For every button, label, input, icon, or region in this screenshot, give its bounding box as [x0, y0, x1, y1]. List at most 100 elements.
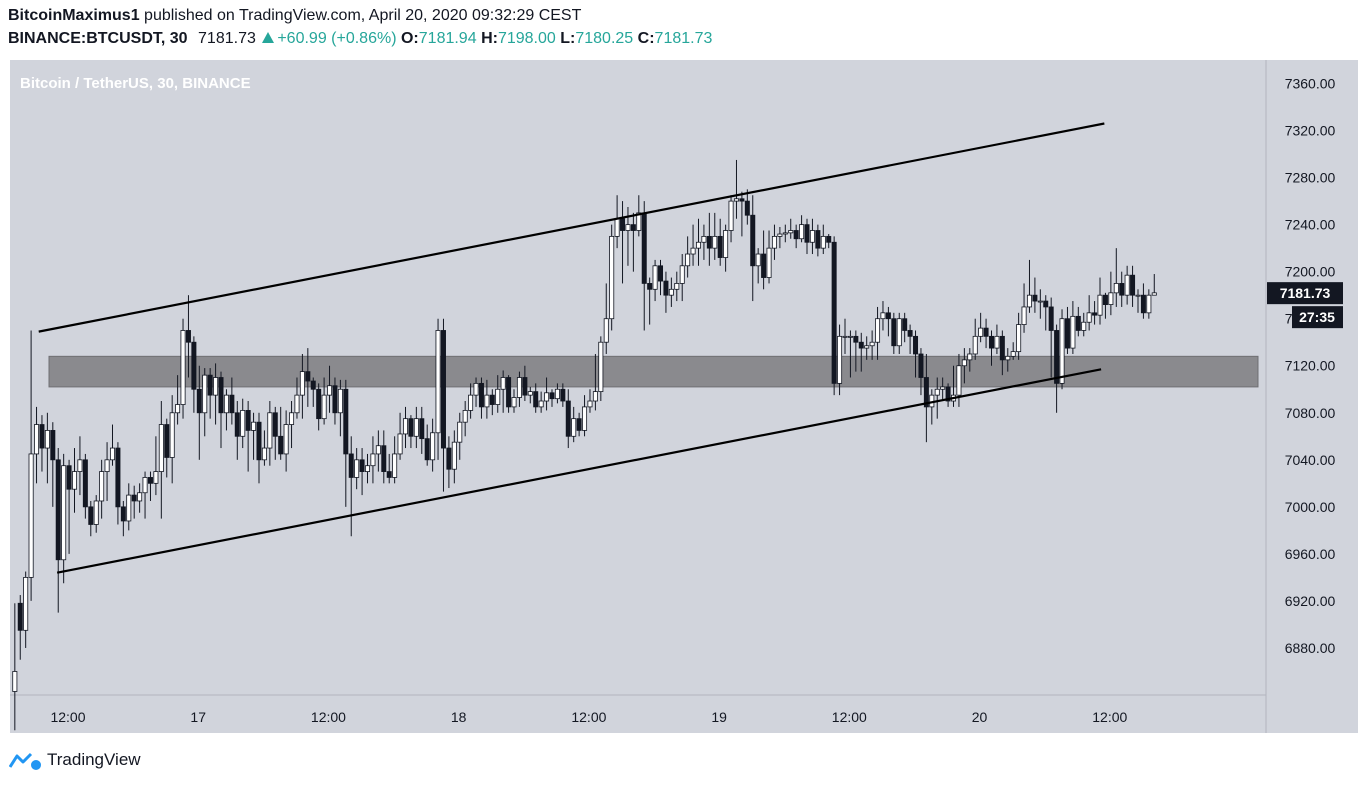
- candle-body: [169, 412, 175, 458]
- candle-body: [999, 335, 1005, 361]
- candle-body: [728, 200, 734, 231]
- candle-body: [815, 230, 821, 249]
- y-tick-label: 6880.00: [1285, 640, 1336, 656]
- time-axis: [10, 695, 1266, 733]
- author-name[interactable]: BitcoinMaximus1: [8, 7, 140, 24]
- candle-body: [978, 327, 984, 337]
- candle-body: [473, 382, 479, 396]
- candle-body: [1140, 294, 1146, 314]
- candle-body: [831, 241, 837, 384]
- candle-body: [126, 494, 132, 522]
- candle-body: [592, 391, 598, 402]
- candle-body: [299, 371, 305, 396]
- candle-body: [251, 421, 257, 431]
- candle-body: [527, 391, 533, 396]
- candle-body: [695, 241, 701, 249]
- candle-body: [196, 388, 202, 414]
- candle-body: [706, 235, 712, 249]
- countdown-tag-label: 27:35: [1299, 309, 1335, 325]
- candle-body: [1151, 292, 1157, 296]
- y-tick-label: 7000.00: [1285, 499, 1336, 515]
- candle-body: [305, 371, 311, 382]
- candle-body: [278, 435, 284, 455]
- candle-body: [109, 447, 115, 461]
- channel-lower-line: [56, 368, 1102, 574]
- candle-body: [164, 424, 170, 458]
- candle-body: [506, 377, 512, 408]
- candle-body: [283, 424, 289, 455]
- candle-body: [625, 224, 631, 231]
- candle-body: [223, 394, 229, 414]
- tradingview-logo[interactable]: TradingView: [9, 750, 141, 770]
- candle-body: [576, 418, 582, 431]
- candle-body: [1054, 330, 1060, 384]
- candle-body: [663, 280, 669, 296]
- open-value: 7181.94: [418, 30, 477, 47]
- last-price-tag: [1267, 282, 1343, 305]
- low-value: 7180.25: [575, 30, 634, 47]
- candle-body: [1108, 292, 1114, 305]
- candle-body: [809, 230, 815, 243]
- candle-body: [1130, 274, 1136, 296]
- y-tick-label: 7280.00: [1285, 170, 1336, 186]
- candle-body: [489, 394, 495, 405]
- candle-body: [571, 418, 577, 437]
- candle-body: [191, 341, 197, 390]
- candle-body: [761, 253, 767, 278]
- tradingview-wordmark: TradingView: [47, 750, 141, 769]
- candle-body: [549, 392, 555, 400]
- candle-body: [93, 500, 99, 525]
- chart-title: Bitcoin / TetherUS, 30, BINANCE: [20, 75, 251, 92]
- price-axis: [1266, 60, 1358, 733]
- candle-body: [131, 494, 137, 502]
- candle-body: [1048, 306, 1054, 331]
- candle-body: [750, 214, 756, 267]
- candle-body: [538, 400, 544, 408]
- candle-body: [918, 353, 924, 378]
- candle-body: [782, 232, 788, 235]
- candle-body: [120, 506, 126, 522]
- candle-body: [402, 418, 408, 435]
- channel-upper-line: [38, 122, 1105, 333]
- x-tick-label: 12:00: [832, 709, 867, 725]
- candle-body: [940, 386, 946, 390]
- candle-body: [23, 577, 29, 631]
- x-tick-label: 12:00: [1092, 709, 1127, 725]
- high-value: 7198.00: [497, 30, 556, 47]
- candle-body: [961, 359, 967, 367]
- candle-body: [72, 471, 78, 490]
- candle-body: [397, 433, 403, 455]
- candle-body: [365, 465, 371, 472]
- y-tick-label: 6920.00: [1285, 593, 1336, 609]
- candle-body: [777, 233, 783, 237]
- candle-body: [343, 388, 349, 455]
- candle-body: [609, 235, 615, 320]
- low-label: L:: [560, 30, 576, 47]
- candle-body: [55, 459, 61, 561]
- candle-body: [435, 330, 441, 434]
- candle-body: [419, 418, 425, 440]
- candle-body: [1010, 351, 1016, 357]
- x-tick-label: 18: [451, 709, 467, 725]
- candle-body: [853, 335, 859, 343]
- candle-body: [522, 377, 528, 396]
- candle-body: [674, 283, 680, 290]
- candle-body: [875, 318, 881, 343]
- candle-body: [1043, 300, 1049, 308]
- candle-body: [1081, 321, 1087, 331]
- candle-body: [229, 394, 235, 414]
- x-tick-label: 12:00: [50, 709, 85, 725]
- candle-body: [896, 318, 902, 347]
- candle-body: [1102, 294, 1108, 305]
- candle-body: [440, 330, 446, 449]
- publish-text: published on TradingView.com, April 20, …: [144, 7, 582, 24]
- x-tick-label: 17: [190, 709, 206, 725]
- candle-body: [988, 335, 994, 349]
- candle-body: [603, 318, 609, 343]
- candle-body: [598, 341, 604, 393]
- y-tick-label: 7120.00: [1285, 358, 1336, 374]
- candle-body: [457, 421, 463, 443]
- candle-body: [685, 253, 691, 267]
- candle-body: [1026, 294, 1032, 308]
